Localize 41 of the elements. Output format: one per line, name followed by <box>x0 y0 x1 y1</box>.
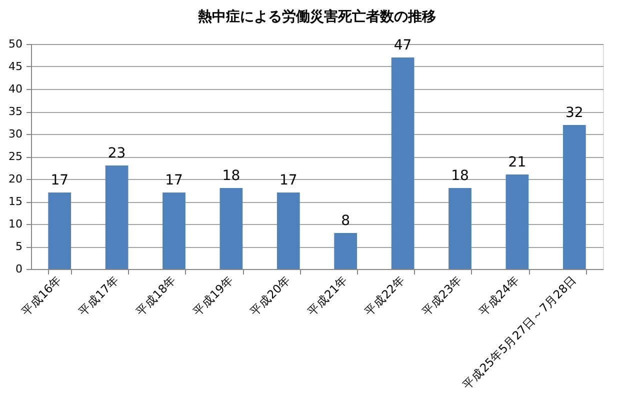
y-tick-label: 25 <box>8 150 22 163</box>
x-tick-label: 平成18年 <box>133 272 179 319</box>
bar <box>105 166 128 269</box>
data-label: 18 <box>222 168 240 184</box>
y-tick-label: 40 <box>8 82 22 96</box>
data-label: 17 <box>165 172 183 188</box>
bar <box>562 125 586 269</box>
y-tick-label: 10 <box>8 218 22 230</box>
x-tick-label: 平成17年 <box>76 272 122 319</box>
x-tick-label: 平成22年 <box>362 272 408 319</box>
bar <box>448 188 472 269</box>
bar <box>162 192 186 269</box>
y-tick-label: 0 <box>16 262 22 276</box>
data-label: 17 <box>50 172 69 188</box>
y-tick-label: 15 <box>8 195 22 208</box>
bar <box>391 58 414 269</box>
data-label: 23 <box>108 146 126 162</box>
x-tick-label: 平成20年 <box>247 272 294 319</box>
data-label: 47 <box>394 38 412 54</box>
data-label: 21 <box>508 154 526 170</box>
bar <box>220 188 243 269</box>
y-tick-label: 35 <box>8 105 22 118</box>
bar <box>506 174 529 269</box>
data-label: 18 <box>451 168 469 184</box>
chart-title: 熱中症による労働災害死亡者数の推移 <box>197 8 436 25</box>
x-tick-label: 平成19年 <box>190 272 236 319</box>
data-label: 8 <box>341 213 350 229</box>
y-tick-label: 45 <box>8 60 22 73</box>
x-tick-label: 平成21年 <box>304 272 350 319</box>
x-tick-label: 平成24年 <box>476 272 522 319</box>
bar <box>276 192 300 269</box>
y-tick-label: 50 <box>8 38 22 50</box>
x-tick-label: 平成23年 <box>419 272 465 319</box>
y-tick-label: 30 <box>8 128 22 140</box>
data-label: 17 <box>279 172 298 188</box>
x-tick-label: 平成16年 <box>18 272 64 319</box>
y-tick-label: 20 <box>8 172 22 186</box>
y-tick-label: 5 <box>16 240 22 253</box>
bar <box>48 192 72 269</box>
bar <box>334 233 358 269</box>
data-label: 32 <box>565 105 584 121</box>
